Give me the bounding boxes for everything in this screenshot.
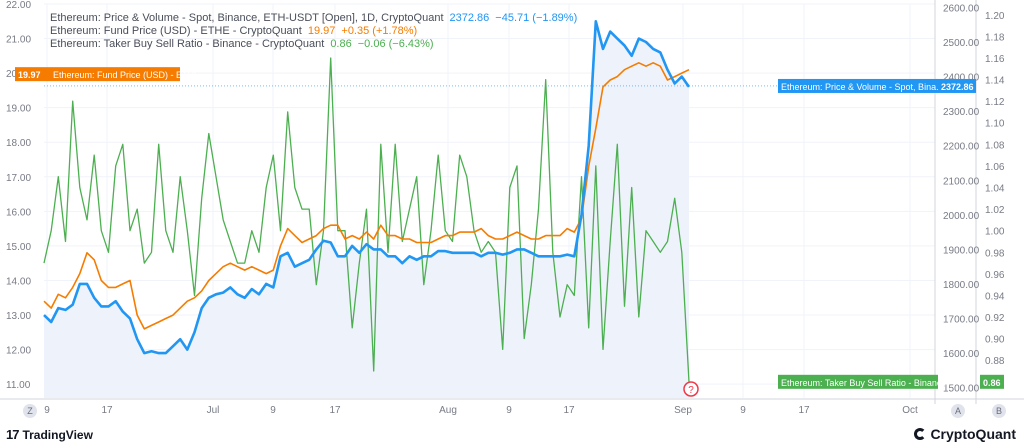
middle-axis-tick: 2500.00	[943, 38, 980, 49]
tradingview-logo-icon: 17	[6, 427, 20, 442]
legend-fund-change: +0.35 (+1.78%)	[341, 25, 418, 37]
right-axis-tick: 0.98	[985, 248, 1005, 259]
eth-price-line	[43, 19, 691, 355]
cryptoquant-logo-icon	[914, 428, 927, 440]
time-axis-tick: 17	[798, 405, 810, 416]
middle-axis-tick: 2300.00	[943, 107, 980, 118]
middle-axis: 2600.00 2500.00 2400.00 2300.00 2200.00 2100.…	[943, 3, 980, 394]
fund-label-text: Ethereum: Fund Price (USD) - ETHE	[53, 70, 200, 80]
middle-axis-tick: 1700.00	[943, 315, 980, 326]
legend-eth-change: −45.71 (−1.89%)	[495, 12, 578, 24]
right-axis-tick: 1.00	[985, 227, 1005, 238]
middle-axis-tick: 2200.00	[943, 142, 980, 153]
axis-b-button[interactable]: B	[992, 404, 1006, 418]
tradingview-brand[interactable]: 17 TradingView	[6, 427, 93, 442]
left-axis-tick: 14.00	[6, 276, 31, 287]
right-axis-tick: 0.90	[985, 335, 1005, 346]
right-axis-tick: 1.04	[985, 184, 1005, 195]
fund-value-tag	[15, 67, 50, 82]
footer: 17 TradingView CryptoQuant	[0, 425, 1024, 446]
right-axis-tick: 1.18	[985, 32, 1005, 43]
event-marker-glyph: ?	[688, 385, 694, 396]
event-marker-icon	[683, 381, 699, 397]
left-axis-tick: 15.00	[6, 242, 31, 253]
time-axis-tick: Oct	[902, 405, 918, 416]
legend-ratio[interactable]: Ethereum: Taker Buy Sell Ratio - Binance…	[50, 38, 577, 51]
middle-axis-tick: 1800.00	[943, 280, 980, 291]
legend-fund-value: 19.97	[307, 25, 336, 37]
time-axis-tick: 9	[506, 405, 512, 416]
eth-value-tag	[938, 78, 976, 93]
time-axis-tick: Sep	[674, 405, 692, 416]
cryptoquant-brand[interactable]: CryptoQuant	[914, 426, 1016, 442]
markers: ?	[683, 381, 699, 397]
time-axis-tick: 17	[563, 405, 575, 416]
right-axis-tick: 1.02	[985, 205, 1005, 216]
ratio-label-text: Ethereum: Taker Buy Sell Ratio - Binance	[781, 378, 946, 388]
legend-eth-value: 2372.86	[449, 12, 490, 24]
time-axis-tick: 17	[101, 405, 113, 416]
chart-svg[interactable]: 22.0021.0020.0019.0018.0017.0016.0015.00…	[0, 0, 1024, 425]
eth-value-text: 2372.86	[941, 82, 974, 92]
right-axis-tick: 1.12	[985, 97, 1005, 108]
eth-label-text: Ethereum: Price & Volume - Spot, Bina...	[781, 82, 944, 92]
time-axis-tick: 9	[44, 405, 50, 416]
time-axis-tick: 17	[329, 405, 341, 416]
right-axis-tick: 0.88	[985, 356, 1005, 367]
eth-label-tag	[778, 78, 938, 93]
ratio-value-text: 0.86	[983, 378, 1001, 388]
middle-axis-tick: 2400.00	[943, 73, 980, 84]
left-axis-tick: 17.00	[6, 173, 31, 184]
fund-value-text: 19.97	[18, 70, 41, 80]
middle-axis-tick: 1500.00	[943, 384, 980, 395]
cryptoquant-label: CryptoQuant	[930, 426, 1016, 442]
left-axis-tick: 21.00	[6, 35, 31, 46]
middle-axis-tick: 2000.00	[943, 211, 980, 222]
tradingview-label: TradingView	[22, 427, 93, 442]
legend-eth[interactable]: Ethereum: Price & Volume - Spot, Binance…	[50, 12, 577, 25]
price-tags: 19.97 Ethereum: Fund Price (USD) - ETHE Et…	[15, 67, 1004, 389]
left-axis-tick: 13.00	[6, 311, 31, 322]
time-axis: 9 17 Jul 9 17 Aug 9 17 Sep 9 17 Oct	[44, 405, 918, 416]
time-axis-tick: 9	[740, 405, 746, 416]
right-axis-tick: 0.94	[985, 291, 1005, 302]
time-axis-tick: Aug	[439, 405, 457, 416]
right-axis-tick: 1.10	[985, 119, 1005, 130]
right-axis-tick: 0.96	[985, 270, 1005, 281]
left-axis-tick: 11.00	[6, 380, 31, 391]
middle-axis-tick: 1600.00	[943, 349, 980, 360]
legend-fund[interactable]: Ethereum: Fund Price (USD) - ETHE - Cryp…	[50, 25, 577, 38]
right-axis-tick: 1.16	[985, 54, 1005, 65]
left-axis-tick: 22.00	[6, 0, 31, 11]
legend-ratio-value: 0.86	[330, 38, 352, 50]
taker-ratio-line	[43, 57, 690, 382]
middle-axis-tick: 2600.00	[943, 3, 980, 14]
left-axis-tick: 16.00	[6, 207, 31, 218]
right-axis-tick: 1.20	[985, 11, 1005, 22]
legend-eth-name: Ethereum: Price & Volume - Spot, Binance…	[50, 12, 444, 24]
legend-fund-name: Ethereum: Fund Price (USD) - ETHE - Cryp…	[50, 25, 302, 37]
chart-legend: Ethereum: Price & Volume - Spot, Binance…	[50, 12, 577, 51]
right-axis-tick: 0.92	[985, 313, 1005, 324]
legend-ratio-name: Ethereum: Taker Buy Sell Ratio - Binance…	[50, 38, 325, 50]
ratio-label-tag	[778, 374, 938, 389]
time-axis-tick: Jul	[207, 405, 220, 416]
left-axis-tick: 12.00	[6, 346, 31, 357]
time-axis-tick: 9	[270, 405, 276, 416]
middle-axis-tick: 2100.00	[943, 176, 980, 187]
right-axis-tick: 1.08	[985, 140, 1005, 151]
fund-label-tag	[50, 67, 180, 82]
left-axis-tick: 18.00	[6, 138, 31, 149]
left-axis-tick: 19.00	[6, 104, 31, 115]
right-axis-tick: 1.14	[985, 76, 1005, 87]
right-axis-tick: 1.06	[985, 162, 1005, 173]
ratio-value-tag	[980, 374, 1004, 389]
legend-ratio-change: −0.06 (−6.43%)	[357, 38, 434, 50]
series-lines	[43, 19, 691, 382]
middle-axis-tick: 1900.00	[943, 245, 980, 256]
axis-a-button[interactable]: A	[951, 404, 965, 418]
auto-scale-button[interactable]: Z	[23, 404, 37, 418]
